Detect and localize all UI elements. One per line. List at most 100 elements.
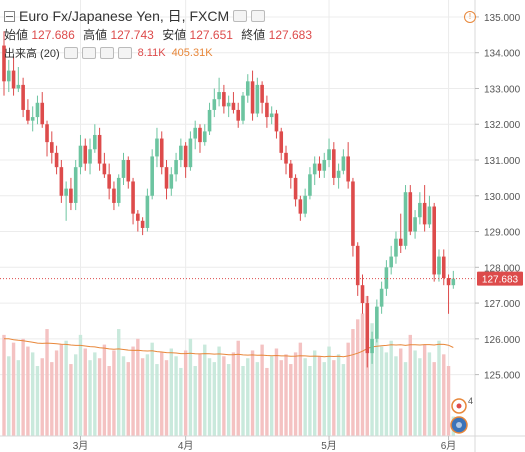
low-value: 127.651 — [189, 28, 233, 42]
candle-body — [222, 92, 226, 107]
volume-bar — [78, 334, 83, 436]
volume-bar — [21, 338, 25, 436]
candle-body — [446, 278, 451, 286]
volume-bar — [217, 346, 221, 436]
volume-bar — [169, 348, 173, 436]
candle-body — [265, 102, 269, 118]
volume-bar — [183, 350, 188, 436]
candlesticks — [0, 31, 475, 368]
volume-bar — [30, 352, 35, 436]
volume-bar — [351, 329, 355, 436]
candle-body — [198, 127, 202, 143]
volume-bar — [54, 350, 59, 436]
volume-bar — [74, 354, 78, 436]
volume-bar — [112, 350, 116, 436]
candle-body — [16, 84, 21, 89]
candle-body — [112, 188, 116, 203]
x-tick-label: 5月 — [321, 440, 337, 452]
volume-bar — [193, 366, 197, 436]
candle-body — [212, 99, 217, 110]
volume-bar — [164, 360, 169, 436]
candle-body — [274, 113, 279, 132]
volume-bar — [399, 348, 403, 436]
candle-body — [346, 156, 350, 182]
ohlc-row: 始値 127.686 高値 127.743 安値 127.651 終値 127.… — [4, 26, 317, 43]
add-icon[interactable] — [99, 47, 114, 59]
volume-bar — [255, 362, 260, 436]
collapse-icon[interactable] — [4, 10, 15, 22]
candle-body — [140, 220, 145, 228]
candle-body — [102, 163, 107, 175]
volume-bar — [174, 356, 178, 436]
candle-body — [145, 195, 150, 228]
volume-bar — [293, 352, 298, 436]
volume-bar — [403, 362, 408, 436]
volume-ma-polyline — [4, 338, 454, 358]
eye-icon[interactable] — [63, 47, 78, 59]
volume-bar — [188, 338, 193, 436]
alert-icon[interactable]: ! — [464, 11, 476, 23]
candle-body — [413, 217, 417, 232]
settings-icon[interactable] — [233, 10, 248, 22]
volume-bar — [250, 350, 255, 436]
volume-bar — [136, 338, 140, 436]
candle-body — [279, 131, 284, 153]
candle-body — [289, 163, 293, 178]
candle-body — [93, 134, 97, 150]
candle-body — [308, 174, 312, 196]
volume-bar — [265, 367, 269, 436]
volume-bar — [40, 358, 44, 436]
candle-body — [255, 84, 260, 114]
candle-body — [131, 181, 135, 214]
volume-bar — [284, 354, 288, 436]
volume-bar — [432, 362, 436, 436]
volume-bar — [279, 360, 283, 436]
volume-bar — [360, 313, 365, 436]
y-tick-label: 131.000 — [484, 156, 521, 167]
candle-body — [21, 84, 25, 110]
open-value: 127.686 — [31, 28, 75, 42]
volume-bar — [236, 340, 240, 436]
more-icon[interactable] — [117, 47, 132, 59]
volume-bar — [64, 340, 68, 436]
candle-body — [241, 95, 245, 121]
candle-body — [317, 163, 322, 171]
candle-body — [231, 102, 236, 110]
volume-bar — [418, 358, 422, 436]
last-price-tag — [477, 271, 523, 286]
volume-bar — [231, 352, 236, 436]
y-tick-label: 125.000 — [484, 371, 521, 382]
volume-value: 8.11K — [137, 47, 166, 59]
volume-bar — [422, 344, 427, 436]
volume-bar — [289, 364, 293, 436]
candle-body — [260, 84, 264, 103]
volume-bar — [160, 352, 164, 436]
volume-bar — [241, 366, 245, 436]
volume-bar — [356, 319, 360, 436]
y-tick-label: 127.000 — [484, 299, 521, 310]
candle-body — [375, 306, 379, 339]
candle-body — [322, 160, 327, 171]
gear-icon[interactable] — [81, 47, 96, 59]
hide-icon[interactable] — [251, 10, 266, 22]
candle-body — [73, 167, 78, 203]
volume-bar — [145, 354, 150, 436]
y-tick-label: 129.000 — [484, 228, 521, 239]
candle-body — [245, 81, 250, 96]
volume-bar — [155, 364, 159, 436]
volume-bar — [140, 358, 145, 436]
candle-body — [284, 152, 288, 164]
volume-bar — [126, 362, 130, 436]
candle-body — [432, 206, 436, 275]
y-tick-label: 128.000 — [484, 263, 521, 274]
candle-body — [174, 160, 178, 175]
volume-bar — [303, 358, 307, 436]
candle-body — [408, 192, 413, 232]
volume-bars — [2, 296, 456, 436]
candle-body — [418, 202, 422, 218]
candle-body — [365, 303, 370, 354]
event-count: 4 — [468, 396, 473, 406]
candle-body — [159, 138, 164, 168]
